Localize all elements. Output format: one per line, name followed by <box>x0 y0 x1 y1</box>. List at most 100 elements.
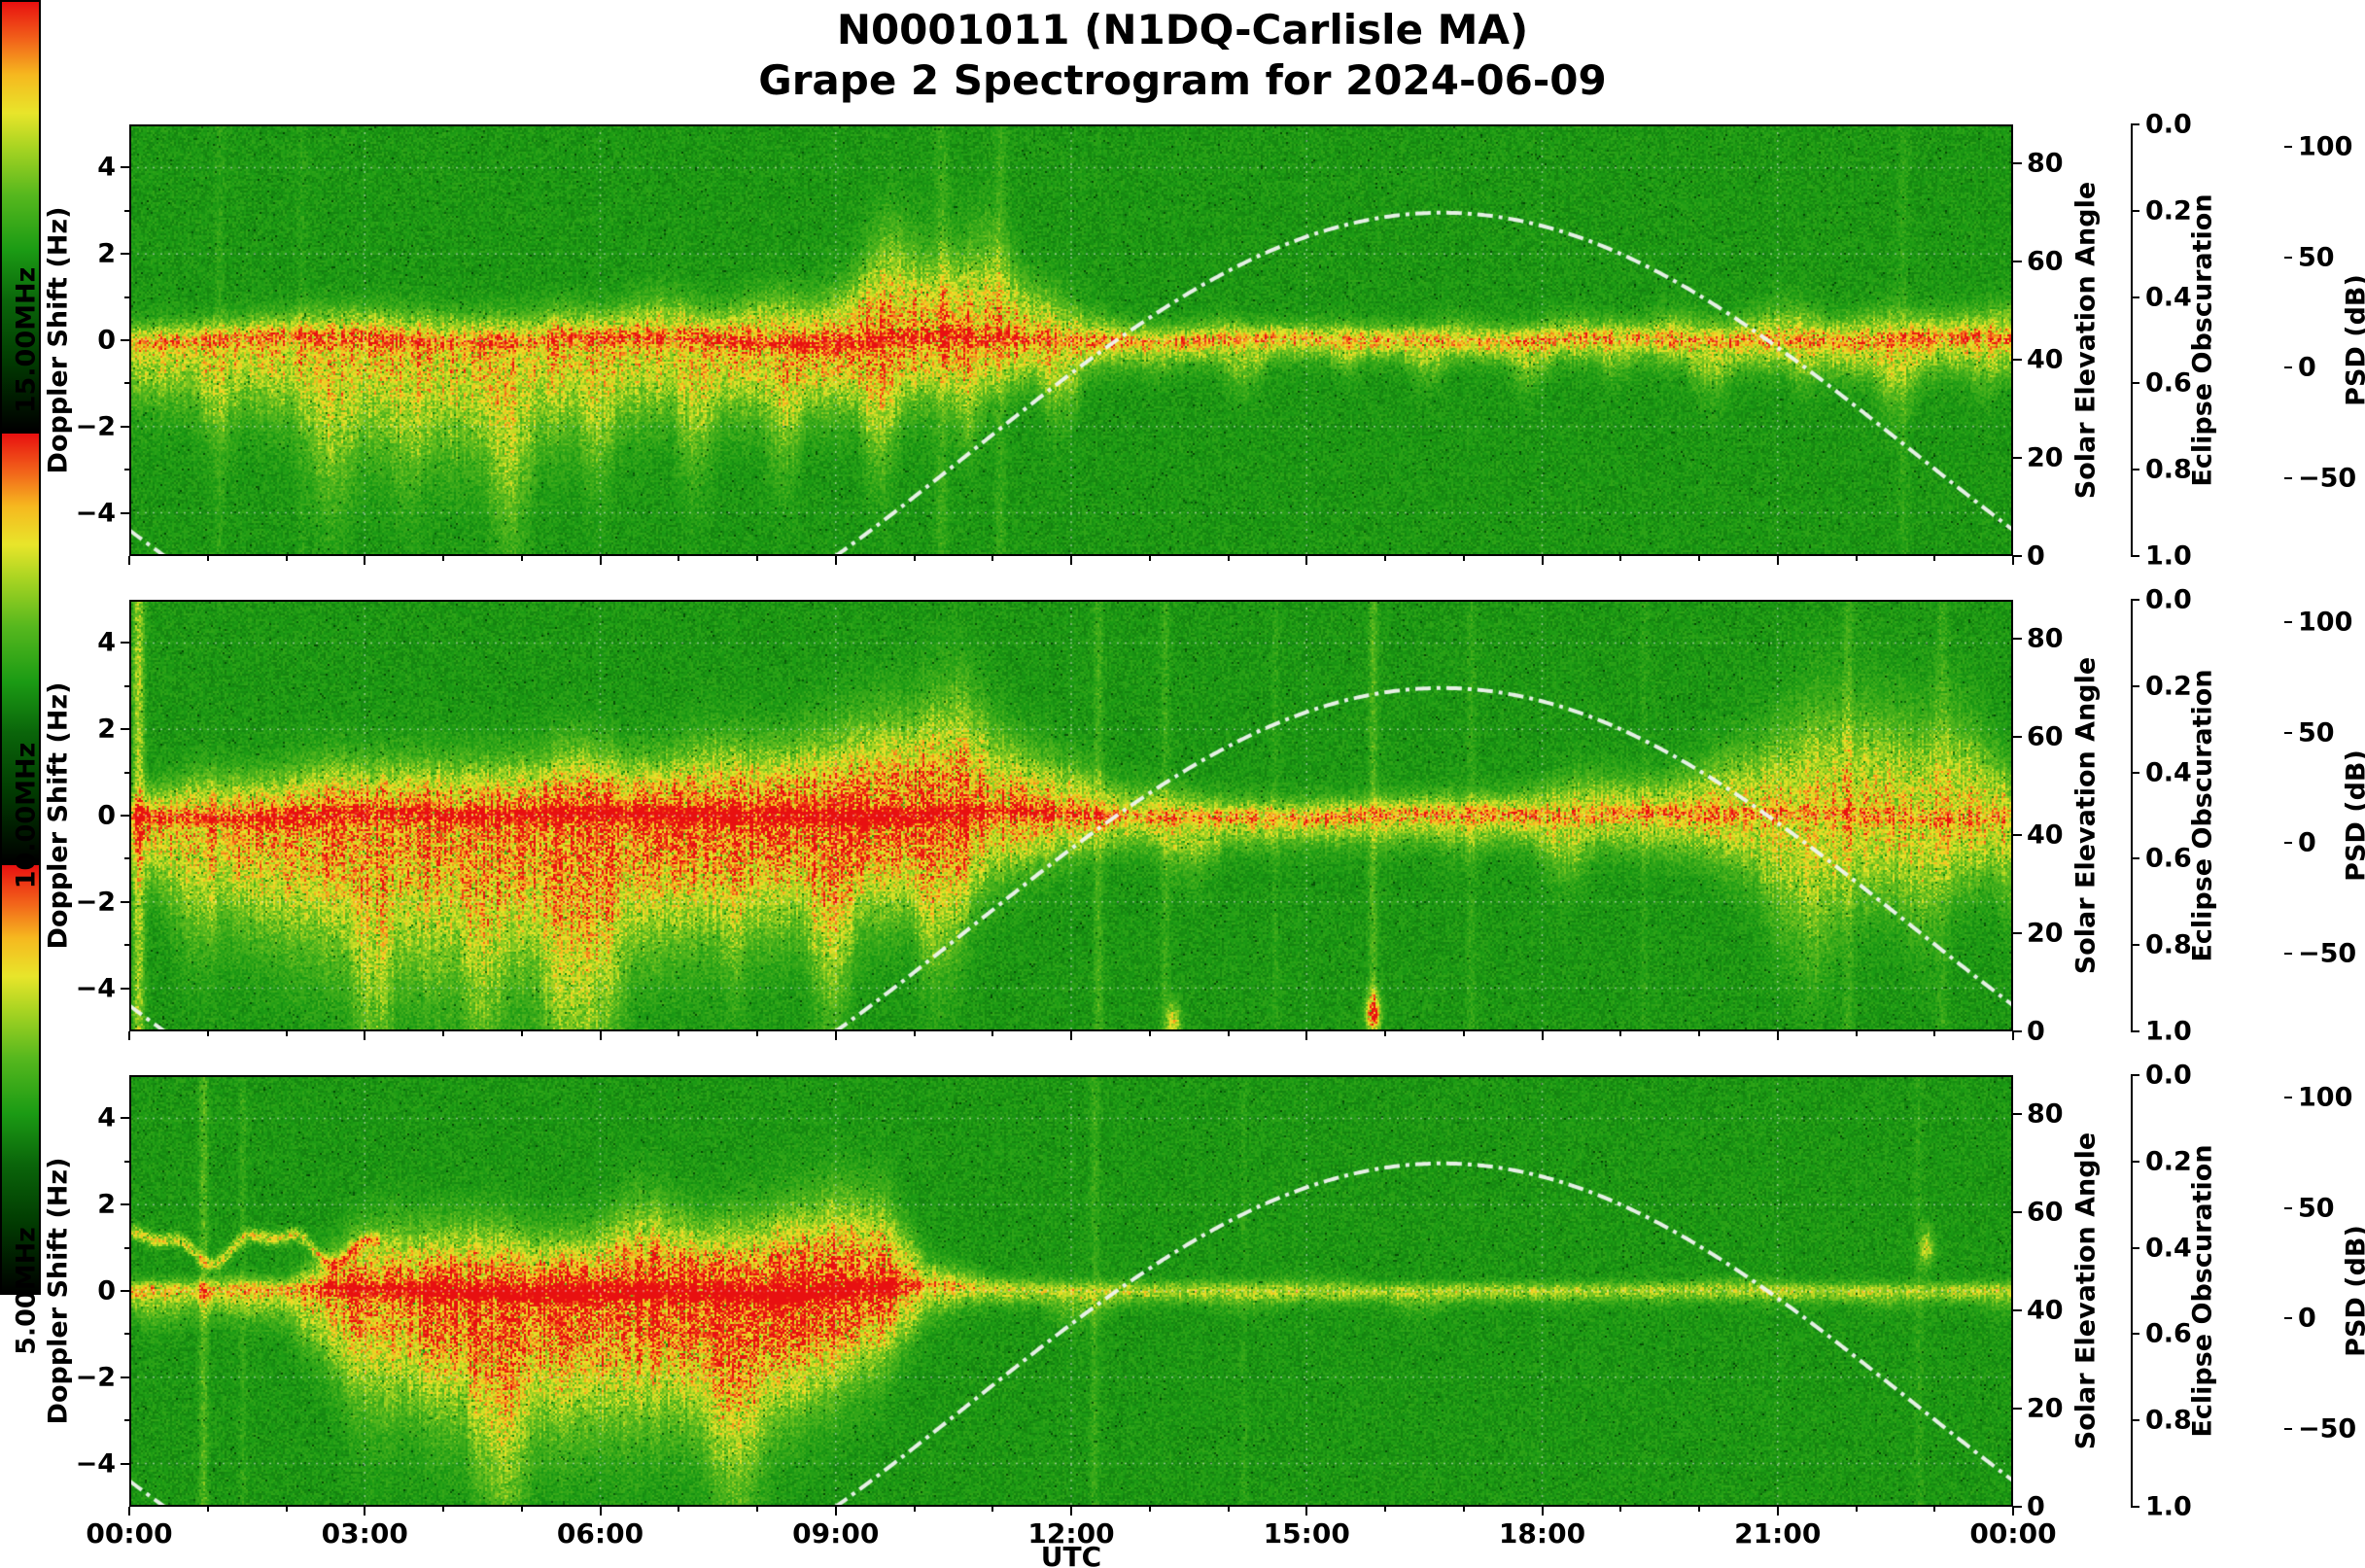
time-minor-tick <box>991 1031 994 1036</box>
time-minor-tick <box>206 556 209 561</box>
colorbar-tick <box>2284 953 2292 956</box>
eclipse-tick <box>2131 684 2139 687</box>
doppler-tick-label: 0 <box>97 325 116 356</box>
eclipse-tick <box>2131 555 2139 557</box>
colorbar-tick <box>2284 1206 2292 1209</box>
time-tick <box>2012 556 2014 565</box>
time-tick <box>1070 1031 1072 1040</box>
time-tick <box>1305 1031 1308 1040</box>
solar-tick-label: 80 <box>2027 623 2064 654</box>
colorbar-tick <box>2284 366 2292 369</box>
time-minor-tick <box>678 556 680 561</box>
solar-tick <box>2013 1030 2022 1032</box>
time-minor-tick <box>1462 1031 1465 1036</box>
time-minor-tick <box>1148 1031 1151 1036</box>
time-tick <box>1541 556 1544 565</box>
time-minor-tick <box>991 1507 994 1512</box>
colorbar-tick-label: 0 <box>2298 827 2316 858</box>
time-tick <box>364 556 366 565</box>
time-minor-tick <box>520 556 523 561</box>
time-tick <box>1776 1507 1779 1516</box>
doppler-minor-tick <box>124 944 129 947</box>
doppler-tick <box>121 728 129 731</box>
frequency-label-10mhz: 10.00MHz <box>11 742 42 889</box>
eclipse-axis-spine <box>2131 600 2133 1031</box>
time-minor-tick <box>1462 556 1465 561</box>
colorbar-tick <box>2284 477 2292 480</box>
psd-colorbar-5mhz <box>0 863 41 1295</box>
time-tick <box>2012 1507 2014 1516</box>
time-tick-label: 21:00 <box>1734 1517 1822 1550</box>
eclipse-tick <box>2131 1030 2139 1032</box>
solar-tick-label: 40 <box>2027 1295 2064 1326</box>
colorbar-tick-label: −50 <box>2298 938 2357 969</box>
solar-tick-label: 20 <box>2027 1393 2064 1424</box>
figure-title-line-1: N0001011 (N1DQ-Carlisle MA) <box>836 6 1529 53</box>
eclipse-tick <box>2131 1419 2139 1422</box>
solar-tick <box>2013 1211 2022 1214</box>
frequency-label-15mhz: 15.00MHz <box>11 266 42 414</box>
time-minor-tick <box>206 1507 209 1512</box>
solar-tick <box>2013 736 2022 739</box>
spectrogram-canvas-5mhz <box>129 1075 2013 1507</box>
eclipse-tick <box>2131 771 2139 774</box>
eclipse-tick <box>2131 1333 2139 1336</box>
doppler-tick-label: 0 <box>97 800 116 831</box>
doppler-minor-tick <box>124 296 129 298</box>
time-minor-tick <box>1698 1507 1700 1512</box>
eclipse-axis-label-5mhz: Eclipse Obscuration <box>2187 1144 2218 1438</box>
time-tick <box>364 1507 366 1516</box>
time-tick <box>1305 556 1308 565</box>
doppler-tick <box>121 166 129 169</box>
colorbar-tick <box>2284 1428 2292 1431</box>
solar-tick <box>2013 1309 2022 1312</box>
doppler-tick-label: 2 <box>97 238 116 269</box>
doppler-tick <box>121 1376 129 1378</box>
psd-colorbar-10mhz <box>0 432 41 863</box>
doppler-minor-tick <box>124 1419 129 1422</box>
time-minor-tick <box>285 1031 288 1036</box>
psd-colorbar-label-5mhz: PSD (dB) <box>2341 1225 2365 1357</box>
colorbar-tick-label: −50 <box>2298 463 2357 494</box>
eclipse-tick <box>2131 599 2139 601</box>
doppler-tick <box>121 987 129 990</box>
colorbar-tick <box>2284 1317 2292 1320</box>
eclipse-tick <box>2131 1506 2139 1508</box>
eclipse-tick-label: 0.8 <box>2145 1405 2192 1436</box>
time-tick <box>128 1031 130 1040</box>
solar-tick-label: 40 <box>2027 344 2064 375</box>
eclipse-tick <box>2131 123 2139 125</box>
eclipse-tick-label: 0.8 <box>2145 929 2192 960</box>
solar-axis-label-5mhz: Solar Elevation Angle <box>2070 1132 2102 1450</box>
eclipse-tick-label: 0.2 <box>2145 1146 2192 1177</box>
time-minor-tick <box>756 1507 758 1512</box>
time-minor-tick <box>1384 556 1386 561</box>
time-tick <box>834 1031 837 1040</box>
eclipse-tick-label: 0.0 <box>2145 1060 2192 1091</box>
solar-tick-label: 0 <box>2027 1016 2045 1047</box>
doppler-tick-label: −2 <box>75 887 116 918</box>
colorbar-tick-label: 50 <box>2298 717 2335 749</box>
eclipse-tick <box>2131 209 2139 212</box>
time-tick <box>1541 1031 1544 1040</box>
time-tick-label: 03:00 <box>321 1517 408 1550</box>
spectrogram-canvas-10mhz <box>129 600 2013 1031</box>
time-minor-tick <box>1855 1031 1858 1036</box>
doppler-tick-label: −4 <box>75 1448 116 1480</box>
solar-tick <box>2013 834 2022 837</box>
colorbar-tick <box>2284 1096 2292 1098</box>
time-tick-label: 00:00 <box>1969 1517 2057 1550</box>
eclipse-tick-label: 0.4 <box>2145 1233 2192 1264</box>
doppler-minor-tick <box>124 1333 129 1336</box>
time-minor-tick <box>913 1507 916 1512</box>
time-minor-tick <box>678 1507 680 1512</box>
doppler-tick <box>121 1203 129 1206</box>
time-minor-tick <box>1619 556 1622 561</box>
colorbar-tick <box>2284 145 2292 148</box>
time-minor-tick <box>991 556 994 561</box>
solar-tick <box>2013 261 2022 263</box>
time-minor-tick <box>756 556 758 561</box>
time-minor-tick <box>206 1031 209 1036</box>
psd-colorbar-15mhz <box>0 0 41 432</box>
solar-axis-label-10mhz: Solar Elevation Angle <box>2070 656 2102 975</box>
